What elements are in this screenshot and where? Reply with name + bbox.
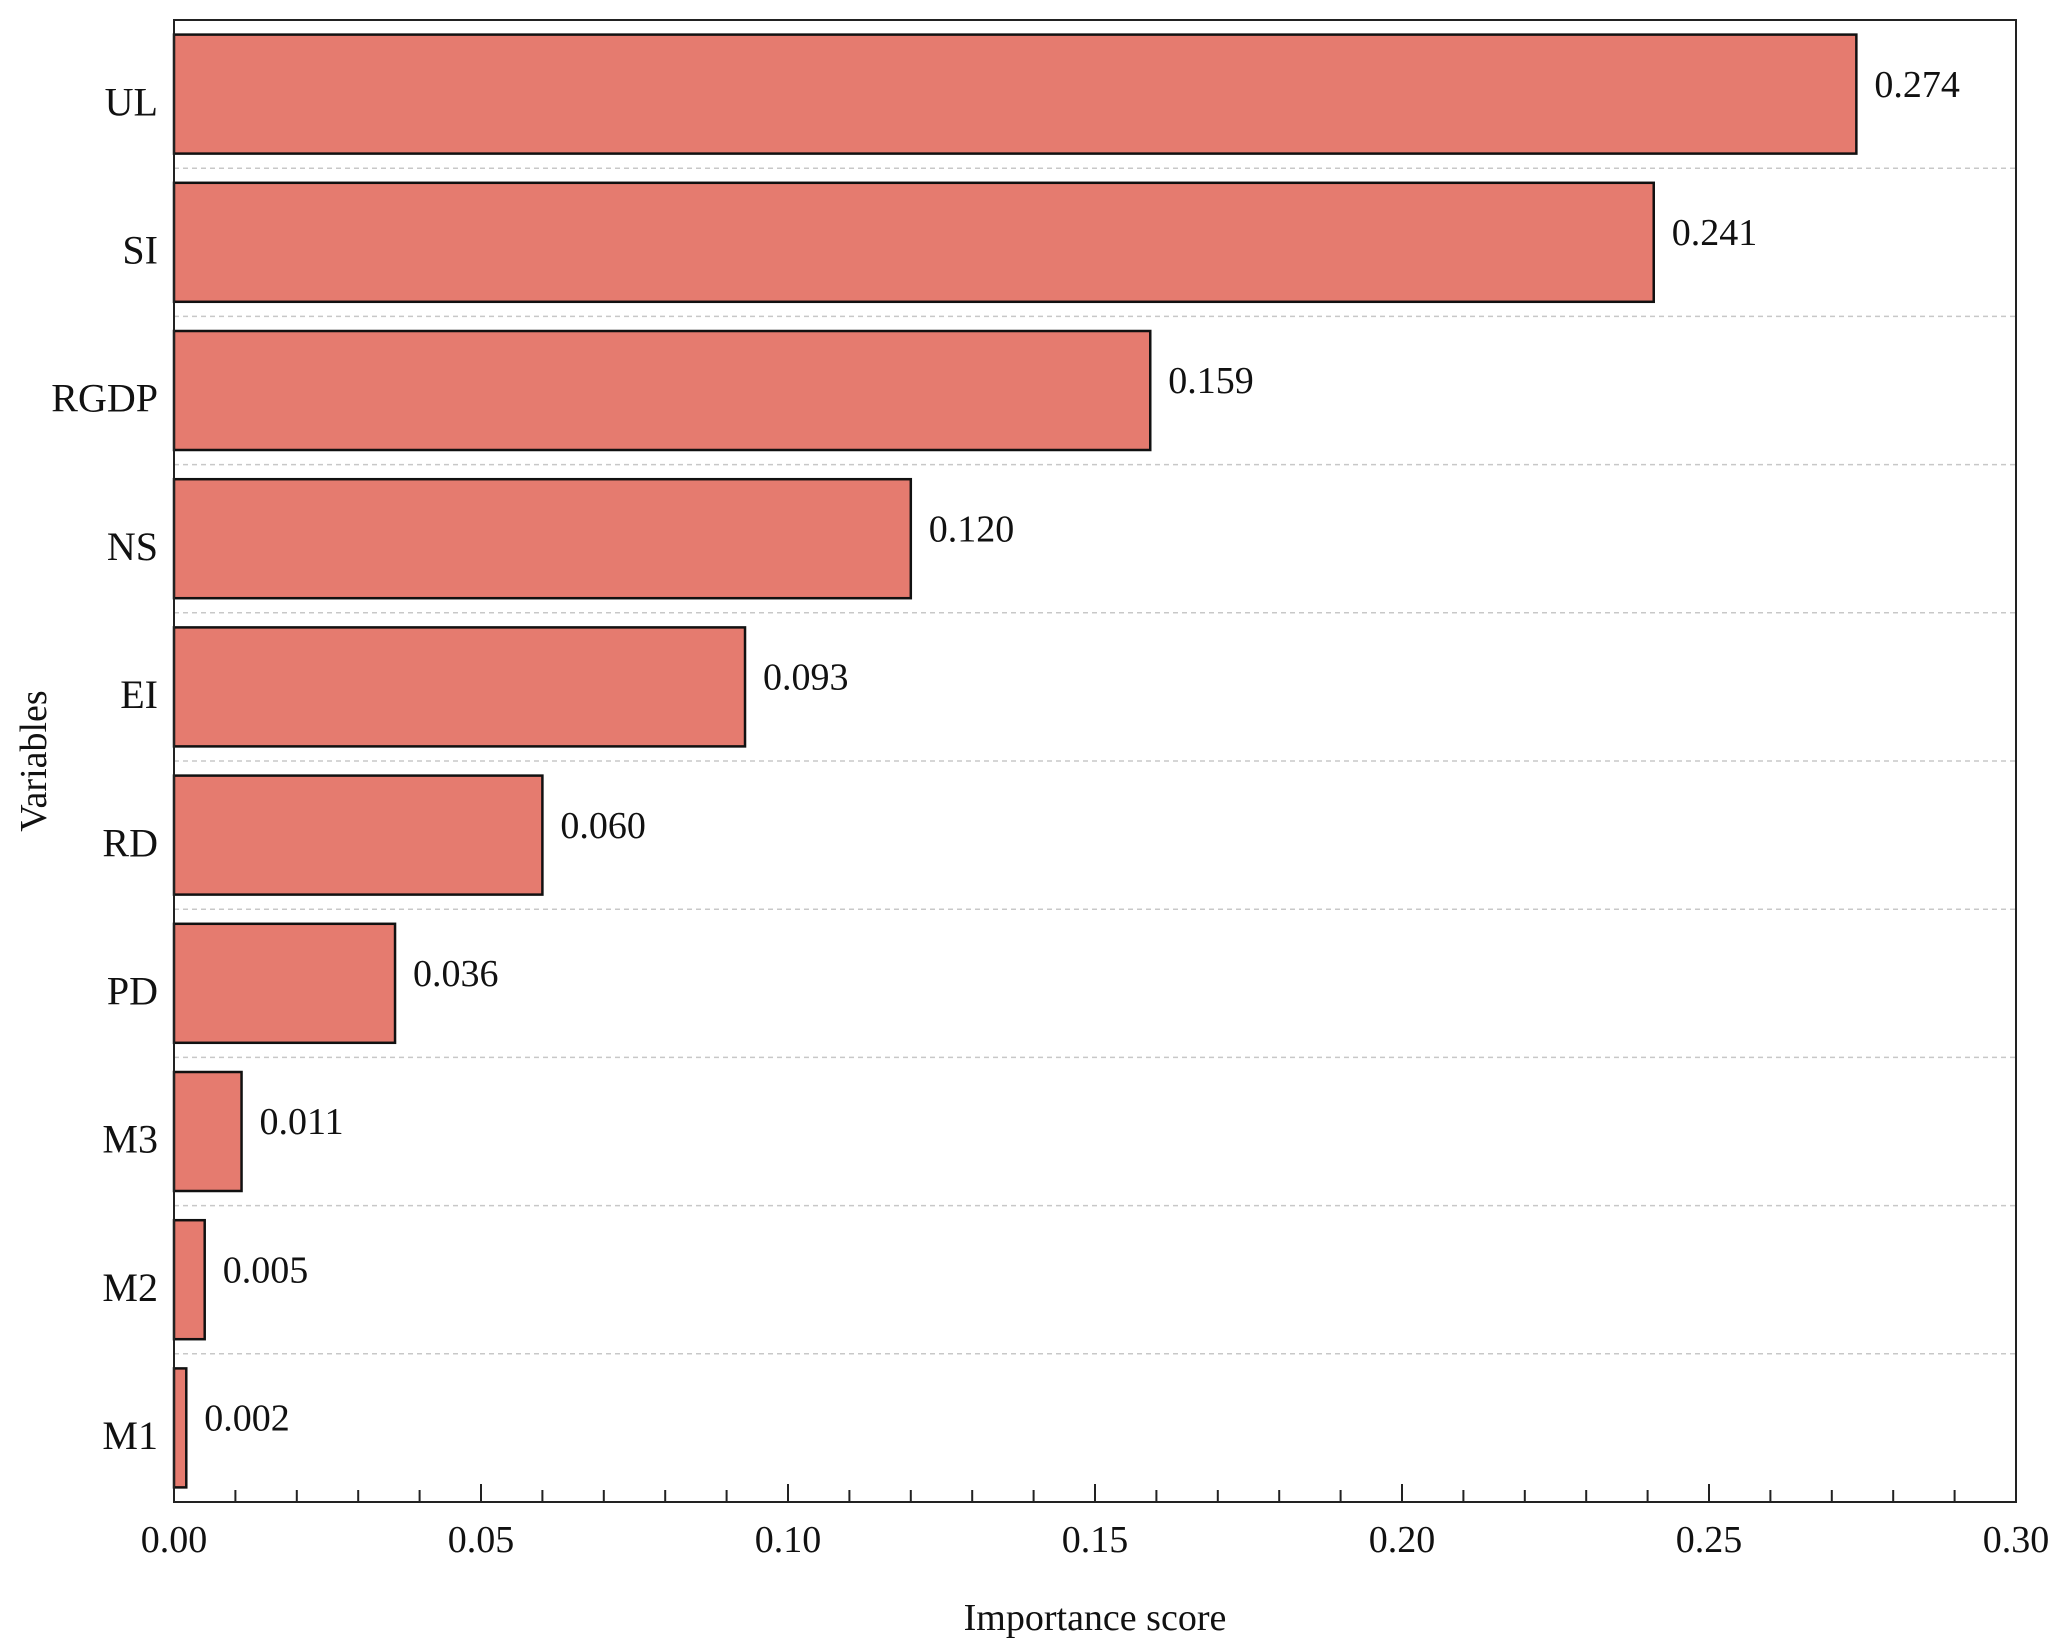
value-label-m3: 0.011 — [260, 1101, 344, 1143]
bar-ns — [172, 477, 913, 600]
x-tick-label: 0.25 — [1676, 1519, 1743, 1561]
y-axis-title: Variables — [13, 690, 55, 831]
x-tick-label: 0.15 — [1062, 1519, 1129, 1561]
value-label-si: 0.241 — [1672, 212, 1758, 254]
bar-ei — [172, 626, 747, 748]
category-label-m3: M3 — [102, 1117, 158, 1162]
category-label-ns: NS — [107, 524, 158, 569]
value-label-pd: 0.036 — [413, 953, 499, 995]
x-tick-label: 0.20 — [1369, 1519, 1436, 1561]
value-labels: 0.274 0.241 0.159 0.120 0.093 0.060 0.036 0.011… — [204, 64, 1960, 1440]
bar-ul — [172, 33, 1858, 155]
x-tick-label: 0.30 — [1983, 1519, 2050, 1561]
category-label-rgdp: RGDP — [51, 376, 158, 421]
bar-m2 — [172, 1218, 206, 1341]
bar-pd — [172, 922, 397, 1045]
category-label-si: SI — [122, 227, 158, 272]
value-label-rd: 0.060 — [560, 805, 646, 847]
x-axis-title: Importance score — [964, 1597, 1227, 1639]
value-label-ns: 0.120 — [929, 508, 1015, 550]
category-label-m2: M2 — [102, 1265, 158, 1310]
value-label-ul: 0.274 — [1874, 64, 1960, 106]
category-label-m1: M1 — [102, 1413, 158, 1458]
x-tick-label: 0.05 — [448, 1519, 515, 1561]
x-axis-ticks: 0.00 0.05 0.10 0.15 0.20 0.25 0.30 — [141, 1484, 2050, 1561]
category-label-ei: EI — [120, 672, 158, 717]
x-tick-label: 0.00 — [141, 1519, 208, 1561]
category-label-pd: PD — [107, 968, 158, 1013]
category-label-ul: UL — [105, 79, 158, 124]
category-label-rd: RD — [102, 820, 158, 865]
bar-m3 — [172, 1070, 243, 1193]
bar-rgdp — [172, 329, 1152, 452]
bar-si — [172, 181, 1655, 304]
value-label-rgdp: 0.159 — [1168, 360, 1254, 402]
category-labels: UL SI RGDP NS EI RD PD M3 M2 M1 — [51, 79, 158, 1458]
bar-rd — [172, 774, 544, 896]
plot-frame — [173, 19, 2017, 1503]
grid-lines — [174, 167, 2016, 1355]
bar-m1 — [172, 1367, 188, 1489]
bars — [172, 33, 1858, 1489]
value-label-m1: 0.002 — [204, 1398, 290, 1440]
value-label-ei: 0.093 — [763, 657, 849, 699]
value-label-m2: 0.005 — [223, 1249, 309, 1291]
x-tick-label: 0.10 — [755, 1519, 822, 1561]
